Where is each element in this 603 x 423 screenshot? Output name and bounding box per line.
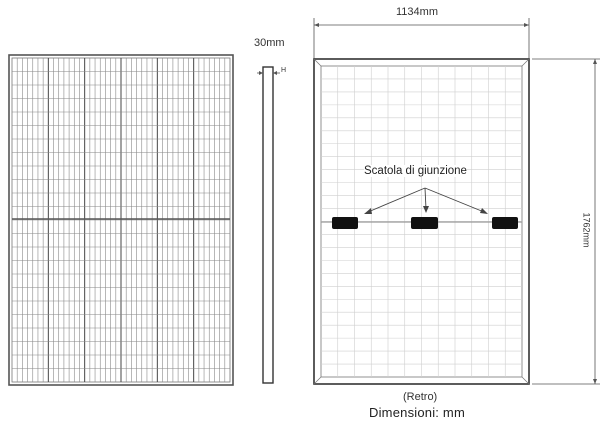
panel-back-view bbox=[313, 18, 600, 385]
junction-box-leaders bbox=[367, 187, 485, 213]
height-dimension bbox=[532, 58, 600, 385]
junction-box-label: Scatola di giunzione bbox=[364, 165, 467, 177]
view-label: (Retro) bbox=[403, 391, 438, 403]
width-dimension-label: 1134mm bbox=[396, 6, 438, 18]
height-dimension-label: 1762mm bbox=[581, 212, 592, 248]
panel-side-view bbox=[257, 66, 280, 384]
width-dimension bbox=[313, 18, 530, 60]
units-caption: Dimensioni: mm bbox=[369, 405, 465, 420]
junction-box-left bbox=[332, 217, 358, 229]
thickness-dimension bbox=[257, 71, 280, 75]
junction-box-right bbox=[492, 217, 518, 229]
panel-front-view bbox=[8, 54, 234, 386]
junction-box-center bbox=[411, 217, 438, 229]
thickness-symbol: H bbox=[281, 67, 287, 74]
thickness-dimension-label: 30mm bbox=[254, 37, 285, 49]
